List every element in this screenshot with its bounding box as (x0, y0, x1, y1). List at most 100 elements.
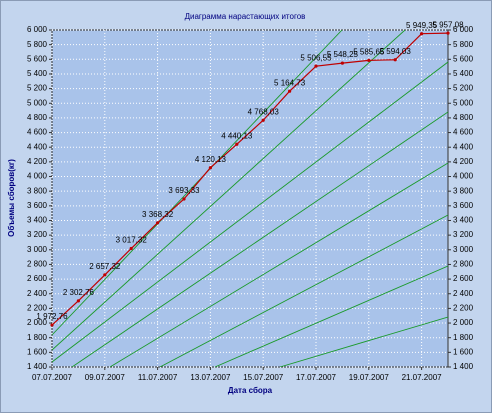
y-tick-label: 2 600 (27, 274, 48, 283)
guide-line (109, 162, 448, 367)
y2-tick-label: 1 400 (453, 362, 474, 371)
guide-line (71, 111, 448, 367)
chart-title: Диаграмма нарастающих итогов (185, 12, 306, 21)
y-tick-label: 3 200 (27, 230, 48, 239)
x-axis-label: Дата сбора (228, 386, 273, 395)
y2-tick-label: 5 000 (453, 98, 474, 107)
y-tick-label: 2 200 (27, 304, 48, 313)
y2-tick-label: 5 400 (453, 69, 474, 78)
data-label: 2 302,76 (63, 288, 95, 297)
data-point (76, 299, 80, 303)
data-line (51, 32, 449, 326)
data-point (446, 31, 450, 35)
y2-tick-label: 3 000 (453, 245, 474, 254)
x-tick-label: 11.07.2007 (138, 373, 178, 382)
y2-tick-label: 2 800 (453, 260, 474, 269)
x-tick-label: 07.07.2007 (32, 373, 73, 382)
guide-line (52, 61, 448, 363)
data-point (208, 166, 212, 170)
data-point (367, 58, 371, 62)
data-label: 5 949,35 (406, 21, 438, 30)
y2-tick-label: 4 600 (453, 128, 474, 137)
y2-tick-label: 5 200 (453, 84, 474, 93)
data-point (235, 142, 239, 146)
y-tick-label: 6 000 (27, 25, 48, 34)
guide-line (159, 214, 448, 367)
y-tick-label: 3 400 (27, 216, 48, 225)
x-tick-label: 13.07.2007 (190, 373, 231, 382)
data-label: 1 972,76 (36, 312, 68, 321)
data-label: 5 548,25 (327, 50, 359, 59)
data-label: 3 368,32 (142, 210, 174, 219)
data-label: 5 164,73 (274, 78, 306, 87)
data-label: 3 017,32 (116, 236, 148, 245)
y-tick-label: 4 400 (27, 142, 48, 151)
y-axis-label: Объемы сборов(кг) (7, 159, 16, 237)
data-label: 5 506,55 (300, 53, 332, 62)
data-point (393, 58, 397, 62)
x-tick-label: 19.07.2007 (349, 373, 390, 382)
data-label: 4 440,13 (221, 131, 253, 140)
y2-tick-label: 2 000 (453, 318, 474, 327)
y-tick-label: 5 200 (27, 84, 48, 93)
y2-tick-label: 3 600 (453, 201, 474, 210)
y2-tick-label: 4 000 (453, 172, 474, 181)
guide-lines (52, 30, 448, 367)
data-label: 4 120,13 (195, 155, 227, 164)
x-tick-label: 09.07.2007 (85, 373, 126, 382)
y-tick-label: 4 000 (27, 172, 48, 181)
data-label: 4 768,03 (248, 107, 280, 116)
y2-tick-label: 3 400 (453, 216, 474, 225)
data-point (340, 61, 344, 65)
y-tick-label: 1 800 (27, 333, 48, 342)
data-point (314, 64, 318, 68)
x-tick-label: 17.07.2007 (296, 373, 337, 382)
y2-tick-label: 3 800 (453, 186, 474, 195)
y2-tick-label: 2 400 (453, 289, 474, 298)
y2-tick-label: 3 200 (453, 230, 474, 239)
y-tick-label: 5 800 (27, 40, 48, 49)
data-label: 2 657,32 (89, 262, 121, 271)
data-point (182, 197, 186, 201)
plot-area (51, 29, 449, 368)
y-tick-label: 3 600 (27, 201, 48, 210)
y-tick-label: 3 800 (27, 186, 48, 195)
y2-tick-label: 4 200 (453, 157, 474, 166)
y-tick-label: 5 400 (27, 69, 48, 78)
y2-tick-label: 5 600 (453, 54, 474, 63)
data-point (129, 246, 133, 251)
data-point (156, 221, 160, 225)
data-point (103, 273, 107, 277)
data-point (50, 323, 54, 327)
y-tick-label: 5 600 (27, 54, 48, 63)
y-tick-label: 2 400 (27, 289, 48, 298)
y-tick-label: 4 600 (27, 128, 48, 137)
y2-tick-label: 5 800 (453, 40, 474, 49)
y2-tick-label: 4 400 (453, 142, 474, 151)
y-tick-label: 4 200 (27, 157, 48, 166)
y-tick-label: 1 400 (27, 362, 48, 371)
x-tick-label: 21.07.2007 (402, 373, 443, 382)
data-label: 5 594,03 (380, 47, 412, 56)
data-label: 3 693,33 (168, 186, 200, 195)
y-tick-label: 4 800 (27, 113, 48, 122)
y2-tick-label: 2 200 (453, 304, 474, 313)
data-label: 5 585,65 (353, 47, 385, 56)
y-tick-label: 1 600 (27, 347, 48, 356)
guide-line (52, 30, 406, 351)
y-tick-label: 5 000 (27, 98, 48, 107)
y2-tick-label: 2 600 (453, 274, 474, 283)
data-point (420, 32, 424, 36)
guide-line (214, 265, 448, 367)
data-point (261, 118, 265, 122)
y2-tick-label: 6 000 (453, 25, 474, 34)
y-tick-label: 2 000 (27, 318, 48, 327)
y2-tick-label: 1 600 (453, 347, 474, 356)
data-label: 5 957,08 (432, 20, 464, 29)
y2-tick-label: 4 800 (453, 113, 474, 122)
guide-line (279, 316, 448, 367)
y2-tick-label: 1 800 (453, 333, 474, 342)
y-tick-label: 2 800 (27, 260, 48, 269)
x-tick-label: 15.07.2007 (243, 373, 284, 382)
